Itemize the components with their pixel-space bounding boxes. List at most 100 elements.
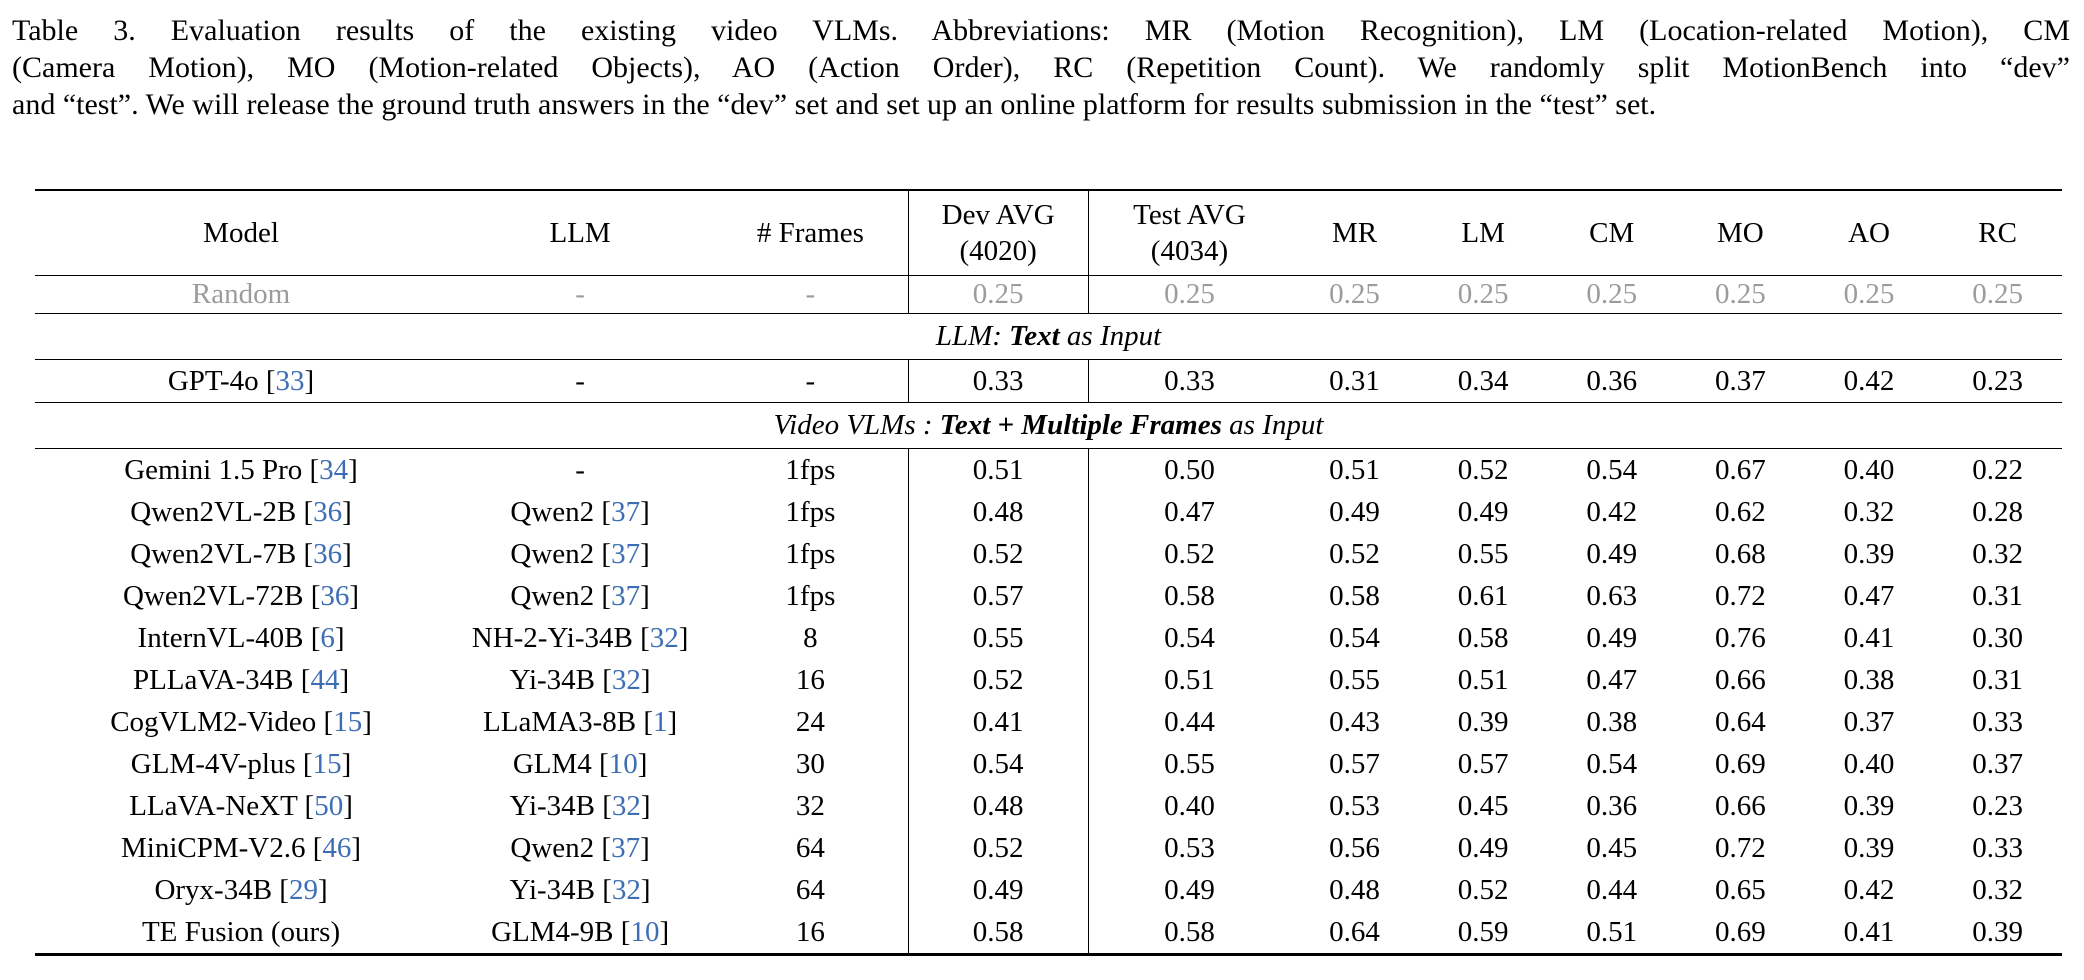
dev-avg-cell: 0.41: [908, 701, 1089, 743]
mo-cell: 0.66: [1714, 789, 1766, 822]
model-cell: Qwen2VL-72B [36]: [123, 579, 360, 612]
cm-cell: 0.42: [1586, 495, 1638, 528]
ao-cell: 0.39: [1843, 789, 1895, 822]
citation-link[interactable]: 10: [608, 747, 638, 780]
citation-link[interactable]: 37: [611, 579, 641, 612]
table-row: Qwen2VL-2B [36] Qwen2 [37] 1fps 0.48 0.47 0.4…: [35, 491, 2062, 533]
citation-link[interactable]: 32: [611, 663, 641, 696]
citation-link[interactable]: 36: [320, 579, 350, 612]
ao-cell: 0.25: [1804, 275, 1934, 314]
rc-cell: 0.37: [1972, 747, 2023, 780]
mr-cell: 0.49: [1329, 495, 1380, 528]
table-row: Oryx-34B [29] Yi-34B [32] 64 0.49 0.49 0.48 0.…: [35, 869, 2062, 911]
citation-link[interactable]: 36: [313, 495, 343, 528]
column-header-test-avg: Test AVG (4034): [1088, 190, 1291, 276]
citation-link[interactable]: 15: [312, 747, 342, 780]
column-header-lm: LM: [1418, 190, 1548, 276]
cm-cell: 0.45: [1586, 831, 1638, 864]
dev-avg-cell: 0.55: [908, 617, 1089, 659]
llm-cell: Qwen2 [37]: [510, 495, 650, 528]
mr-cell: 0.57: [1329, 747, 1380, 780]
citation-link[interactable]: 10: [630, 915, 660, 948]
model-cell: TE Fusion (ours): [141, 915, 341, 948]
table-row: Qwen2VL-72B [36] Qwen2 [37] 1fps 0.57 0.58 0.…: [35, 575, 2062, 617]
rc-cell: 0.32: [1972, 537, 2023, 570]
test-avg-cell: 0.52: [1164, 537, 1215, 570]
mo-cell: 0.62: [1714, 495, 1766, 528]
llm-cell: NH-2-Yi-34B [32]: [471, 621, 689, 654]
mr-cell: 0.25: [1290, 275, 1419, 314]
citation-link[interactable]: 34: [319, 453, 349, 486]
citation-link[interactable]: 6: [320, 621, 335, 654]
llm-cell: Yi-34B [32]: [509, 663, 651, 696]
table-caption: Table 3. Evaluation results of the exist…: [0, 0, 2084, 123]
ao-cell: 0.42: [1843, 873, 1895, 906]
model-cell: LLaVA-NeXT [50]: [129, 789, 353, 822]
mr-cell: 0.56: [1329, 831, 1380, 864]
citation-link[interactable]: 46: [322, 831, 352, 864]
table-row: TE Fusion (ours) GLM4-9B [10] 16 0.58 0.58 0.…: [35, 911, 2062, 955]
test-avg-cell: 0.47: [1164, 495, 1215, 528]
caption-line-2: (Camera Motion), MO (Motion-related Obje…: [12, 51, 2070, 84]
frames-cell: 1fps: [713, 448, 909, 491]
dev-avg-cell: 0.25: [908, 275, 1089, 314]
citation-link[interactable]: 32: [611, 873, 641, 906]
cm-cell: 0.49: [1586, 537, 1638, 570]
results-table: Model LLM # Frames Dev AVG (4020) Test A…: [35, 189, 2062, 956]
citation-link[interactable]: 15: [333, 705, 363, 738]
citation-link[interactable]: 29: [288, 873, 318, 906]
section-header-text: LLM:: [935, 320, 1010, 352]
citation-link[interactable]: 37: [611, 831, 641, 864]
lm-cell: 0.49: [1457, 831, 1509, 864]
model-cell: MiniCPM-V2.6 [46]: [120, 831, 362, 864]
citation-link[interactable]: 32: [649, 621, 679, 654]
dev-avg-cell: 0.33: [908, 359, 1089, 403]
ao-cell: 0.38: [1843, 663, 1895, 696]
cm-cell: 0.54: [1586, 747, 1638, 780]
cm-cell: 0.49: [1586, 621, 1638, 654]
citation-link[interactable]: 37: [611, 537, 641, 570]
dev-avg-cell: 0.54: [908, 743, 1089, 785]
caption-line-3: and “test”. We will release the ground t…: [12, 88, 1657, 121]
mo-cell: 0.66: [1714, 663, 1766, 696]
lm-cell: 0.52: [1457, 453, 1509, 486]
rc-cell: 0.23: [1933, 359, 2062, 403]
mr-cell: 0.55: [1329, 663, 1380, 696]
column-header-dev-avg: Dev AVG (4020): [908, 190, 1089, 276]
model-cell: Qwen2VL-2B [36]: [130, 495, 352, 528]
cm-cell: 0.63: [1586, 579, 1638, 612]
test-avg-cell: 0.50: [1164, 453, 1215, 486]
table-row: LLaVA-NeXT [50] Yi-34B [32] 32 0.48 0.40 0.53…: [35, 785, 2062, 827]
mo-cell: 0.76: [1714, 621, 1766, 654]
model-cell: PLLaVA-34B [44]: [132, 663, 350, 696]
cm-cell: 0.25: [1547, 275, 1677, 314]
citation-link[interactable]: 33: [275, 364, 305, 397]
model-cell: CogVLM2-Video [15]: [110, 705, 372, 738]
llm-cell: LLaMA3-8B [1]: [483, 705, 678, 738]
mo-cell: 0.68: [1714, 537, 1766, 570]
test-avg-cell: 0.40: [1164, 789, 1215, 822]
ao-cell: 0.39: [1843, 537, 1895, 570]
citation-link[interactable]: 32: [611, 789, 641, 822]
table-row: CogVLM2-Video [15] LLaMA3-8B [1] 24 0.41 0.4…: [35, 701, 2062, 743]
rc-cell: 0.32: [1972, 873, 2023, 906]
test-avg-cell: 0.25: [1088, 275, 1291, 314]
llm-cell: -: [447, 359, 714, 403]
test-avg-cell: 0.58: [1164, 915, 1215, 948]
mr-cell: 0.58: [1329, 579, 1380, 612]
cm-cell: 0.54: [1586, 453, 1638, 486]
citation-link[interactable]: 1: [652, 705, 668, 738]
citation-link[interactable]: 44: [310, 663, 340, 696]
caption-line-1: Table 3. Evaluation results of the exist…: [12, 14, 2070, 47]
ao-cell: 0.40: [1843, 453, 1895, 486]
frames-cell: 64: [713, 827, 909, 869]
ao-cell: 0.42: [1804, 359, 1934, 403]
mo-cell: 0.64: [1714, 705, 1766, 738]
test-avg-cell: 0.44: [1164, 705, 1215, 738]
mr-cell: 0.54: [1329, 621, 1380, 654]
citation-link[interactable]: 37: [611, 495, 641, 528]
llm-cell: -: [447, 275, 714, 314]
test-avg-cell: 0.51: [1164, 663, 1215, 696]
citation-link[interactable]: 36: [313, 537, 343, 570]
citation-link[interactable]: 50: [314, 789, 344, 822]
